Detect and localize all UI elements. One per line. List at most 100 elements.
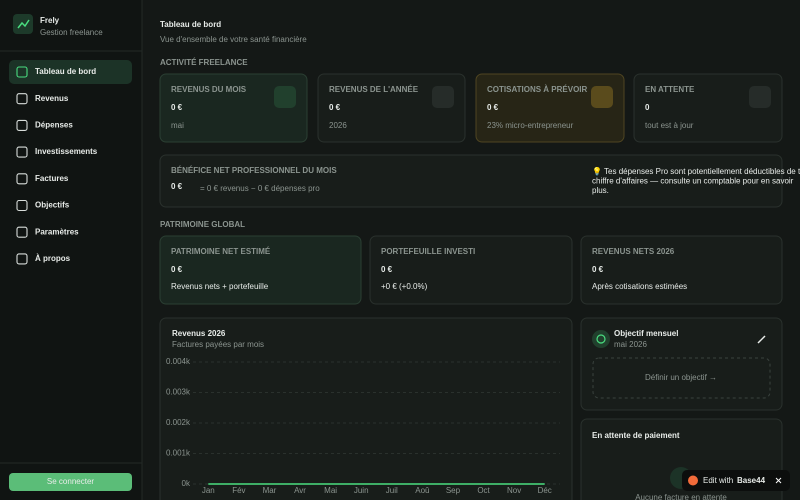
x-tick-label: Sep xyxy=(446,486,461,495)
pending-empty: Aucune facture en attente xyxy=(635,493,727,500)
pending-title: En attente de paiement xyxy=(592,431,680,440)
objective-action: Définir un objectif → xyxy=(645,373,717,382)
card xyxy=(475,73,625,143)
x-tick-label: Déc xyxy=(538,486,552,495)
card-note: 23% micro-entrepreneur xyxy=(487,121,574,130)
nav-icon xyxy=(16,226,28,238)
x-tick-label: Jan xyxy=(202,486,215,495)
nav-item: Paramètres xyxy=(35,227,79,236)
x-tick-label: Aoû xyxy=(415,486,429,495)
profit-tip: plus. xyxy=(592,186,609,195)
page-subtitle: Vue d'ensemble de votre santé financière xyxy=(160,35,307,44)
objective-period: mai 2026 xyxy=(614,340,647,349)
login-button[interactable] xyxy=(9,473,132,491)
objective-button[interactable] xyxy=(592,357,771,399)
nav-item: À propos xyxy=(35,254,71,263)
section-heading: PATRIMOINE GLOBAL xyxy=(160,220,245,229)
nav-icon xyxy=(16,93,28,105)
nav-item: Revenus xyxy=(35,94,69,103)
card-label: COTISATIONS À PRÉVOIR xyxy=(487,85,588,94)
y-tick-label: 0.001k xyxy=(166,449,191,458)
y-tick-label: 0.002k xyxy=(166,418,191,427)
page-title: Tableau de bord xyxy=(160,20,221,29)
x-tick-label: Mai xyxy=(324,486,337,495)
nav-icon xyxy=(16,199,28,212)
card xyxy=(159,235,362,305)
x-tick-label: Juil xyxy=(386,486,398,495)
badge-logo xyxy=(688,475,698,486)
nav-item: Investissements xyxy=(35,147,98,156)
section-heading: ACTIVITÉ FREELANCE xyxy=(160,58,248,67)
nav-icon xyxy=(16,119,28,131)
card xyxy=(580,235,783,305)
card-note: 2026 xyxy=(329,121,347,130)
logo-icon xyxy=(17,19,30,29)
x-tick-label: Mar xyxy=(263,486,277,495)
card-icon xyxy=(432,86,454,108)
card xyxy=(369,235,573,305)
card-value: 0 € xyxy=(171,103,183,112)
card-label: REVENUS DU MOIS xyxy=(171,85,247,94)
card-label: EN ATTENTE xyxy=(645,85,695,94)
nav-item: Dépenses xyxy=(35,121,73,130)
objective-title: Objectif mensuel xyxy=(614,329,678,338)
nav-icon xyxy=(16,253,28,265)
x-tick-label: Avr xyxy=(294,486,306,495)
card-note: tout est à jour xyxy=(645,121,694,130)
brand-tagline: Gestion freelance xyxy=(40,28,103,37)
card-label: PATRIMOINE NET ESTIMÉ xyxy=(171,247,271,256)
card-value: 0 € xyxy=(171,182,183,191)
card-icon xyxy=(749,86,771,108)
card-value: 0 € xyxy=(171,265,183,274)
objective-icon-ring xyxy=(596,334,606,344)
card-icon xyxy=(274,86,296,108)
card-value: 0 € xyxy=(381,265,393,274)
card-label: PORTEFEUILLE INVESTI xyxy=(381,247,475,256)
nav-icon xyxy=(16,173,28,185)
badge-text: Edit with xyxy=(703,476,733,485)
card-icon xyxy=(591,86,613,108)
chart-title: Revenus 2026 xyxy=(172,329,226,338)
chart-subtitle: Factures payées par mois xyxy=(172,340,264,349)
card xyxy=(159,154,783,208)
card-label: REVENUS DE L'ANNÉE xyxy=(329,85,419,94)
nav-item: Objectifs xyxy=(35,201,70,210)
x-tick-label: Juin xyxy=(354,486,369,495)
x-tick-label: Nov xyxy=(507,486,521,495)
profit-tip: chiffre d'affaires — consulte un comptab… xyxy=(592,177,794,186)
x-tick-label: Fév xyxy=(232,486,245,495)
x-tick-label: Oct xyxy=(477,486,490,495)
card-note: +0 € (+0.0%) xyxy=(381,282,428,291)
card-value: 0 xyxy=(645,103,650,112)
card-value: 0 € xyxy=(329,103,341,112)
y-tick-label: 0.004k xyxy=(166,357,191,366)
card-value: 0 € xyxy=(592,265,604,274)
nav-active xyxy=(9,60,132,84)
y-tick-label: 0.003k xyxy=(166,388,191,397)
edit-icon[interactable] xyxy=(757,335,766,344)
nav-item: Factures xyxy=(35,174,69,183)
nav-item: Tableau de bord xyxy=(35,67,96,76)
profit-detail: = 0 € revenus − 0 € dépenses pro xyxy=(200,184,320,193)
badge-brand: Base44 xyxy=(737,476,766,485)
profit-tip: 💡 Tes dépenses Pro sont potentiellement … xyxy=(592,166,800,176)
card-label: BÉNÉFICE NET PROFESSIONNEL DU MOIS xyxy=(171,166,337,175)
login-label: Se connecter xyxy=(47,477,94,486)
card-note: mai xyxy=(171,121,184,130)
brand-name: Frely xyxy=(40,16,60,25)
card-note: Après cotisations estimées xyxy=(592,282,687,291)
card xyxy=(317,73,466,143)
card-value: 0 € xyxy=(487,103,499,112)
card-note: Revenus nets + portefeuille xyxy=(171,282,269,291)
card xyxy=(633,73,783,143)
card xyxy=(159,73,308,143)
nav-icon xyxy=(16,146,28,158)
badge[interactable] xyxy=(682,470,790,491)
card xyxy=(580,317,783,411)
badge-close[interactable] xyxy=(775,477,782,484)
card xyxy=(159,317,573,500)
objective-icon xyxy=(592,330,610,348)
y-tick-label: 0k xyxy=(182,479,191,488)
card-label: REVENUS NETS 2026 xyxy=(592,247,675,256)
